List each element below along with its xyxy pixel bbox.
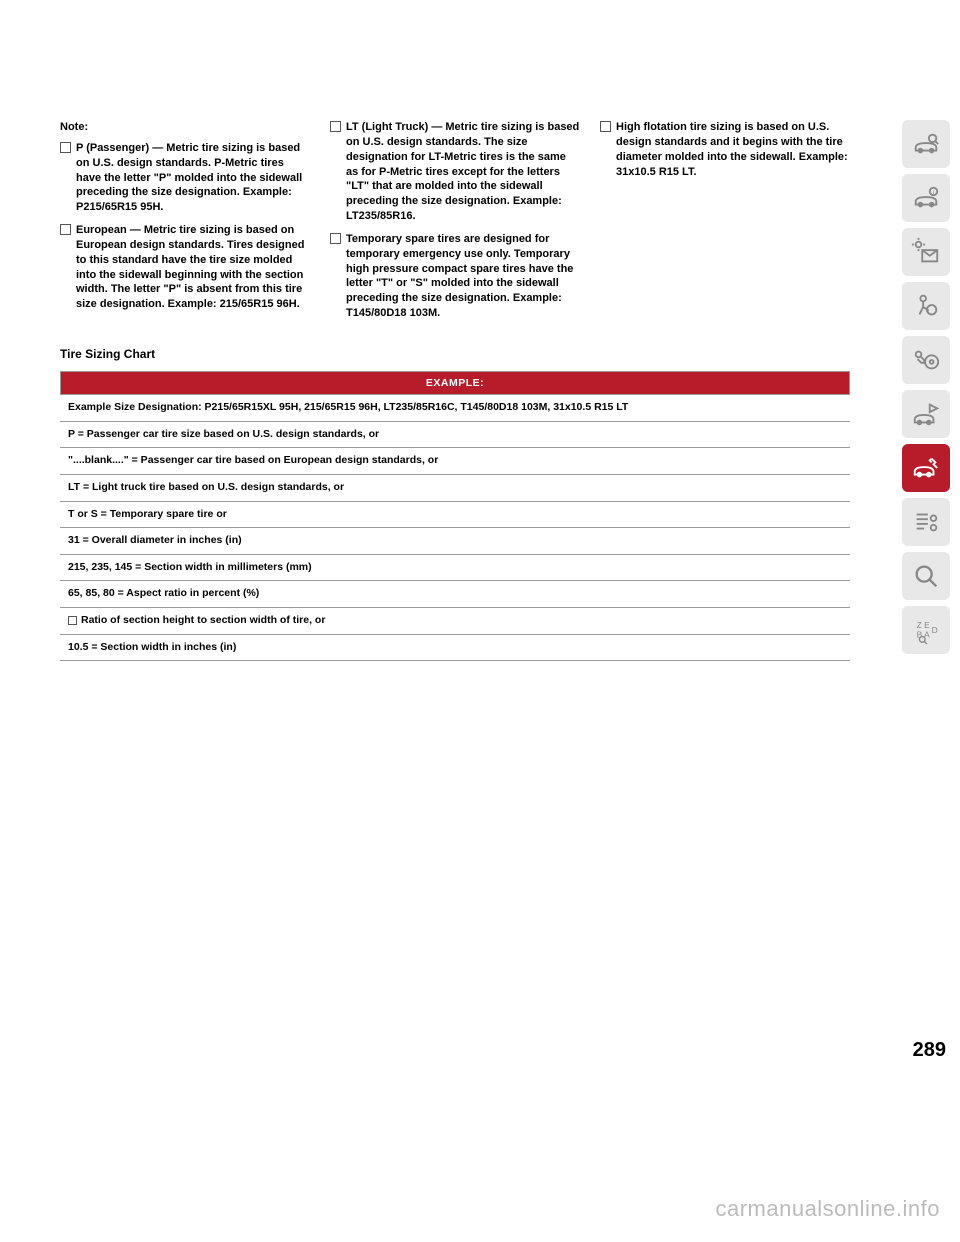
column-3: High flotation tire sizing is based on U… <box>600 120 850 329</box>
chart-row: 31 = Overall diameter in inches (in) <box>60 528 850 555</box>
chart-row: 65, 85, 80 = Aspect ratio in percent (%) <box>60 581 850 608</box>
chart-row: T or S = Temporary spare tire or <box>60 502 850 529</box>
key-wheel-icon[interactable] <box>902 336 950 384</box>
notes-columns: Note: P (Passenger) — Metric tire sizing… <box>60 120 850 329</box>
magnifier-icon[interactable] <box>902 552 950 600</box>
mail-sun-icon[interactable] <box>902 228 950 276</box>
page-number: 289 <box>913 1039 946 1062</box>
car-info-icon[interactable]: i <box>902 174 950 222</box>
note-bullet: LT (Light Truck) — Metric tire sizing is… <box>330 120 580 224</box>
column-1: Note: P (Passenger) — Metric tire sizing… <box>60 120 310 329</box>
bullet-box-icon <box>68 616 77 625</box>
airbag-icon[interactable] <box>902 282 950 330</box>
car-search-icon[interactable] <box>902 120 950 168</box>
zebra-icon[interactable]: ZEBAD <box>902 606 950 654</box>
chart-row: 215, 235, 145 = Section width in millime… <box>60 555 850 582</box>
chart-row: 10.5 = Section width in inches (in) <box>60 635 850 662</box>
chart-row: Ratio of section height to section width… <box>60 608 850 635</box>
side-nav: i ZEBAD <box>902 120 950 654</box>
chart-row: Example Size Designation: P215/65R15XL 9… <box>60 395 850 422</box>
chart-row: P = Passenger car tire size based on U.S… <box>60 422 850 449</box>
svg-text:D: D <box>932 625 938 635</box>
note-bullet: Temporary spare tires are designed for t… <box>330 232 580 321</box>
note-bullet: P (Passenger) — Metric tire sizing is ba… <box>60 141 310 215</box>
note-bullet: High flotation tire sizing is based on U… <box>600 120 850 179</box>
section-title: Tire Sizing Chart <box>60 347 850 361</box>
chart-header: EXAMPLE: <box>60 371 850 395</box>
note-label: Note: <box>60 120 310 135</box>
chart-row: LT = Light truck tire based on U.S. desi… <box>60 475 850 502</box>
car-wrench-icon[interactable] <box>902 444 950 492</box>
note-bullet: European — Metric tire sizing is based o… <box>60 223 310 312</box>
tire-sizing-chart: EXAMPLE: Example Size Designation: P215/… <box>60 371 850 661</box>
watermark: carmanualsonline.info <box>715 1196 940 1222</box>
list-gear-icon[interactable] <box>902 498 950 546</box>
car-flag-icon[interactable] <box>902 390 950 438</box>
column-2: LT (Light Truck) — Metric tire sizing is… <box>330 120 580 329</box>
chart-row: "....blank...." = Passenger car tire bas… <box>60 448 850 475</box>
